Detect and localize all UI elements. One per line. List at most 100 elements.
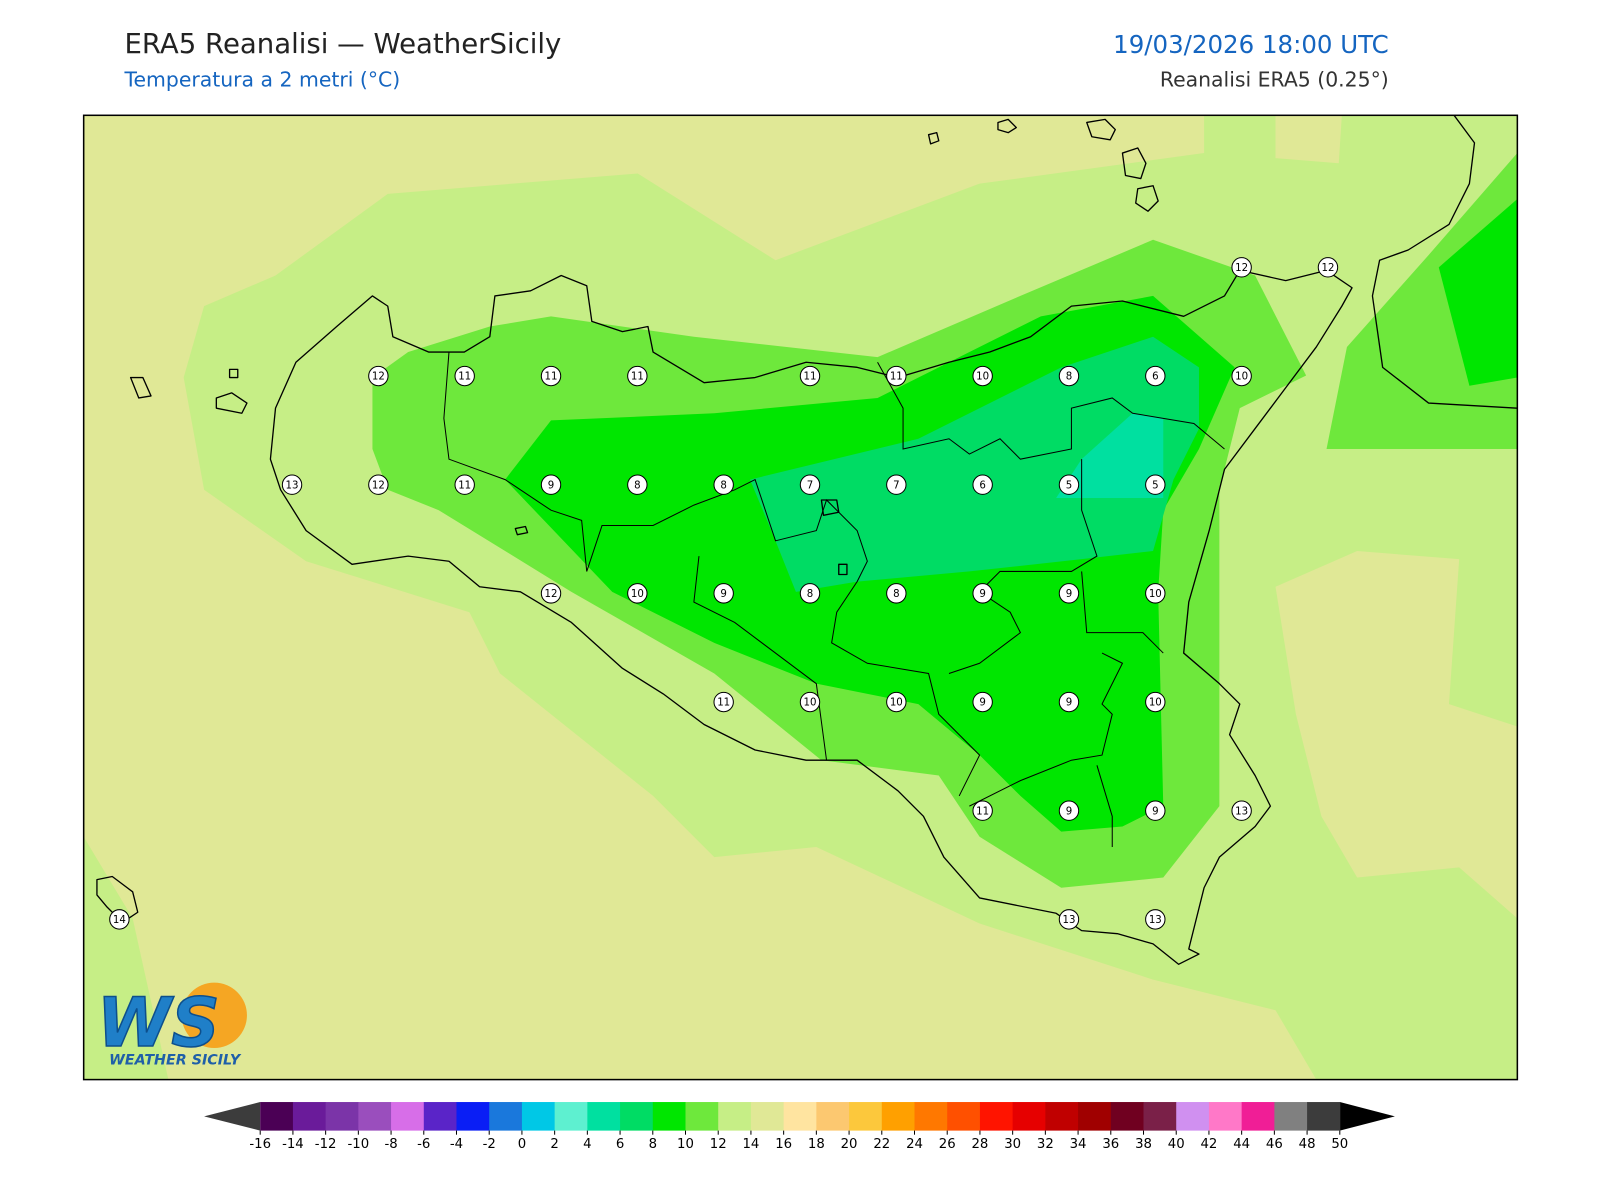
station-marker — [972, 800, 993, 821]
coastline — [1371, 115, 1518, 409]
station-value: 12 — [1321, 263, 1334, 274]
station-marker — [368, 474, 389, 495]
colorbar-swatch — [1045, 1102, 1079, 1131]
colorbar-swatch — [685, 1102, 719, 1131]
station-value: 10 — [890, 698, 903, 709]
station-marker — [886, 365, 907, 387]
station-marker — [799, 365, 821, 387]
station-marker — [540, 474, 562, 495]
station-value: 9 — [1066, 589, 1072, 600]
colorbar-tick-label: 22 — [873, 1137, 890, 1152]
colorbar-swatch — [325, 1102, 359, 1131]
colorbar-tick-label: -6 — [417, 1137, 430, 1152]
colorbar-swatch — [1143, 1102, 1177, 1131]
logo-text: WEATHER SICILY — [109, 1052, 242, 1068]
fill-area — [1056, 413, 1164, 498]
colorbar-swatch — [947, 1102, 981, 1131]
title: ERA5 Reanalisi — WeatherSicily — [124, 28, 561, 60]
colorbar-swatch — [914, 1102, 948, 1131]
colorbar-swatch — [521, 1102, 556, 1131]
station-value: 5 — [1066, 480, 1072, 491]
station-marker — [627, 583, 648, 604]
station-marker — [886, 583, 907, 604]
station-marker — [799, 474, 821, 495]
station-marker — [1145, 583, 1166, 604]
colorbar-swatch — [358, 1102, 392, 1131]
station-value: 12 — [372, 372, 385, 383]
station-marker — [799, 691, 821, 713]
colorbar-tick-label: -12 — [315, 1137, 337, 1152]
station-value: 8 — [1066, 372, 1072, 383]
colorbar-over — [1339, 1102, 1395, 1131]
station-marker — [1145, 474, 1166, 495]
station-marker — [1058, 691, 1080, 713]
station-marker — [1231, 257, 1252, 278]
colorbar-tick-label: 0 — [518, 1137, 526, 1152]
station-marker — [799, 583, 821, 604]
colorbar-swatch — [652, 1102, 687, 1131]
station-value: 11 — [458, 372, 471, 383]
station-marker — [886, 691, 907, 713]
colorbar-tick-label: 2 — [550, 1137, 558, 1152]
colorbar-swatch — [489, 1102, 523, 1131]
station-value: 12 — [545, 589, 558, 600]
station-value: 10 — [1149, 589, 1162, 600]
colorbar-tick-label: -4 — [450, 1137, 463, 1152]
colorbar-tick-label: -16 — [249, 1137, 271, 1152]
station-value: 11 — [890, 372, 903, 383]
station-value: 11 — [976, 806, 989, 817]
island — [96, 118, 1159, 924]
colorbar-swatch — [1012, 1102, 1046, 1131]
colorbar-swatch — [816, 1102, 850, 1131]
colorbar-swatch — [620, 1102, 654, 1131]
fill-area — [1275, 551, 1518, 919]
station-marker — [540, 583, 562, 604]
colorbar-tick-label: 18 — [808, 1137, 825, 1152]
station-value: 13 — [1062, 915, 1075, 926]
colorbar-swatch — [1241, 1102, 1275, 1131]
colorbar-tick-label: 16 — [775, 1137, 792, 1152]
station-value: 10 — [976, 372, 989, 383]
station-marker — [540, 365, 562, 387]
colorbar-tick-label: 24 — [906, 1137, 923, 1152]
station-value: 10 — [631, 589, 644, 600]
station-marker — [1145, 365, 1166, 387]
colorbar-tick-label: 14 — [742, 1137, 759, 1152]
colorbar-tick-label: 20 — [841, 1137, 858, 1152]
fill-area — [1275, 115, 1342, 164]
colorbar-swatch — [260, 1102, 294, 1131]
station-value: 5 — [1152, 480, 1158, 491]
station-marker — [1058, 474, 1080, 495]
colorbar-under — [204, 1102, 261, 1131]
station-value: 11 — [631, 372, 644, 383]
colorbar-swatch — [554, 1102, 588, 1131]
station-value: 11 — [804, 372, 817, 383]
station-value: 9 — [720, 589, 726, 600]
colorbar-swatch — [456, 1102, 490, 1131]
station-value: 11 — [717, 698, 730, 709]
colorbar-tick-label: 34 — [1070, 1137, 1087, 1152]
province-border — [693, 361, 1225, 847]
station-marker — [454, 474, 475, 495]
station-value: 10 — [804, 698, 817, 709]
station-value: 6 — [1152, 372, 1158, 383]
logo: WS WEATHER SICILY — [96, 982, 247, 1068]
station-value: 8 — [720, 480, 726, 491]
colorbar-swatch — [1274, 1102, 1308, 1131]
station-marker — [1231, 365, 1252, 387]
station-value: 13 — [286, 480, 299, 491]
station-marker — [1145, 909, 1166, 930]
station-marker — [713, 474, 734, 495]
station-value: 11 — [458, 480, 471, 491]
colorbar-tick-label: 28 — [971, 1137, 988, 1152]
station-marker — [1058, 583, 1080, 604]
station-value: 14 — [113, 915, 126, 926]
station-marker — [368, 365, 389, 387]
colorbar-swatch — [292, 1102, 327, 1131]
colorbar-swatch — [391, 1102, 425, 1131]
colorbar-swatch — [718, 1102, 752, 1131]
station-marker — [972, 474, 993, 495]
station-marker — [886, 474, 907, 495]
source: Reanalisi ERA5 (0.25°) — [1160, 68, 1389, 92]
